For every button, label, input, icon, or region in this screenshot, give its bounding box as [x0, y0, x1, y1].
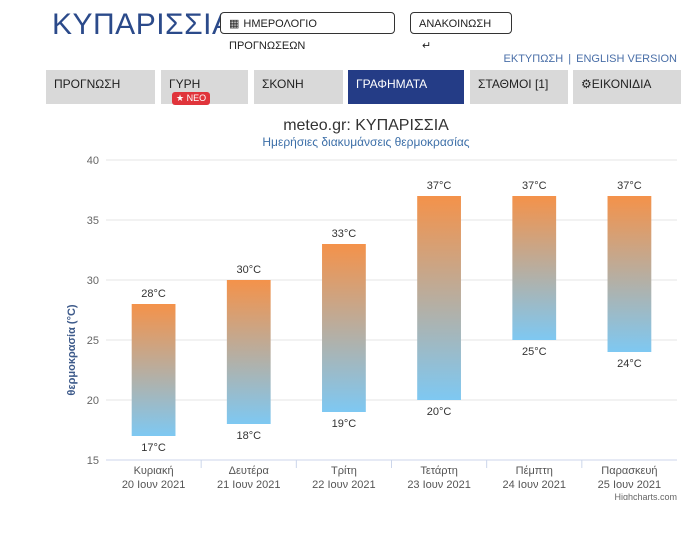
badge-label: ΝΕΟ — [186, 93, 207, 103]
credits-link[interactable]: Highcharts.com — [614, 492, 677, 500]
y-tick-label: 35 — [87, 215, 99, 227]
high-temp-label: 30°C — [236, 264, 261, 276]
temperature-bar[interactable] — [322, 244, 366, 412]
low-temp-label: 25°C — [522, 346, 547, 358]
chart-title: meteo.gr: ΚΥΠΑΡΙΣΣΙΑ — [283, 117, 449, 134]
tab-charts[interactable]: ΓΡΑΦΗΜΑΤΑ — [348, 70, 464, 104]
high-temp-label: 37°C — [522, 180, 547, 192]
high-temp-label: 37°C — [427, 180, 452, 192]
x-tick-label-date: 24 Ιουν 2021 — [502, 479, 566, 491]
temperature-bar[interactable] — [131, 304, 176, 436]
temperature-bar[interactable] — [607, 196, 652, 352]
y-axis-title: θερμοκρασία (°C) — [66, 304, 78, 396]
high-temp-label: 37°C — [617, 180, 642, 192]
tab-label: ΣΚΟΝΗ — [262, 77, 304, 91]
high-temp-label: 28°C — [141, 288, 166, 300]
x-tick-label-date: 21 Ιουν 2021 — [217, 479, 281, 491]
calendar-icon: ▦ — [229, 18, 240, 30]
calendar-button-label: ΗΜΕΡΟΛΟΓΙΟ ΠΡΟΓΝΩΣΕΩΝ — [229, 18, 317, 52]
x-tick-label-date: 25 Ιουν 2021 — [598, 479, 662, 491]
tab-label: ΕΙΚΟΝΙΔΙΑ — [591, 77, 652, 91]
arrow-turn-icon: ↵ — [422, 40, 432, 52]
tab-label: ΠΡΟΓΝΩΣΗ — [54, 77, 121, 91]
low-temp-label: 20°C — [427, 406, 452, 418]
calendar-button[interactable]: ▦ ΗΜΕΡΟΛΟΓΙΟ ΠΡΟΓΝΩΣΕΩΝ — [220, 12, 395, 52]
low-temp-label: 19°C — [332, 418, 357, 430]
tab-forecast[interactable]: ΠΡΟΓΝΩΣΗ — [46, 70, 155, 104]
tab-dust[interactable]: ΣΚΟΝΗ — [254, 70, 343, 104]
chart-subtitle: Ημερήσιες διακυμάνσεις θερμοκρασίας — [262, 135, 469, 149]
tab-pollen[interactable]: ΓΥΡΗ★ ΝΕΟ — [161, 70, 248, 105]
low-temp-label: 18°C — [236, 430, 261, 442]
tab-label: ΣΤΑΘΜΟΙ [1] — [478, 77, 549, 91]
temperature-bar[interactable] — [417, 196, 461, 400]
temperature-bar[interactable] — [512, 196, 557, 340]
y-tick-label: 30 — [87, 275, 99, 287]
english-version-link[interactable]: ENGLISH VERSION — [576, 53, 677, 65]
gear-icon: ⚙ — [581, 77, 592, 91]
announcement-button-label: ΑΝΑΚΟΙΝΩΣΗ — [419, 18, 492, 30]
announcement-button[interactable]: ΑΝΑΚΟΙΝΩΣΗ ↵ — [410, 12, 512, 52]
print-link[interactable]: ΕΚΤΥΠΩΣΗ — [503, 53, 564, 65]
tab-label: ΓΡΑΦΗΜΑΤΑ — [356, 77, 428, 91]
new-badge: ★ ΝΕΟ — [172, 92, 211, 105]
x-tick-label-day: Τετάρτη — [420, 465, 458, 477]
x-tick-label-day: Πέμπτη — [516, 465, 553, 477]
low-temp-label: 17°C — [141, 442, 166, 454]
page-title: ΚΥΠΑΡΙΣΣΙΑ — [52, 8, 233, 41]
tab-bar: ΠΡΟΓΝΩΣΗ ΓΥΡΗ★ ΝΕΟ ΣΚΟΝΗ ΓΡΑΦΗΜΑΤΑ ΣΤΑΘΜ… — [46, 70, 681, 105]
top-links: ΕΚΤΥΠΩΣΗ | ENGLISH VERSION — [504, 53, 677, 65]
y-tick-label: 20 — [87, 395, 99, 407]
x-tick-label-day: Τρίτη — [331, 465, 357, 477]
x-tick-label-date: 20 Ιουν 2021 — [122, 479, 186, 491]
y-tick-label: 15 — [87, 455, 99, 467]
x-tick-label-date: 22 Ιουν 2021 — [312, 479, 376, 491]
star-icon: ★ — [176, 93, 185, 103]
y-tick-label: 25 — [87, 335, 99, 347]
x-tick-label-day: Παρασκευή — [601, 465, 657, 477]
temperature-bar[interactable] — [226, 280, 271, 424]
tab-icons[interactable]: ⚙ΕΙΚΟΝΙΔΙΑ — [573, 70, 681, 104]
y-tick-label: 40 — [87, 155, 99, 167]
x-tick-label-day: Κυριακή — [134, 465, 174, 477]
x-tick-label-day: Δευτέρα — [229, 465, 270, 477]
high-temp-label: 33°C — [332, 228, 357, 240]
low-temp-label: 24°C — [617, 358, 642, 370]
link-separator: | — [568, 53, 572, 65]
x-tick-label-date: 23 Ιουν 2021 — [407, 479, 471, 491]
tab-stations[interactable]: ΣΤΑΘΜΟΙ [1] — [470, 70, 568, 104]
temperature-chart: meteo.gr: ΚΥΠΑΡΙΣΣΙΑ Ημερήσιες διακυμάνσ… — [66, 117, 677, 500]
tab-label: ΓΥΡΗ — [169, 77, 201, 91]
